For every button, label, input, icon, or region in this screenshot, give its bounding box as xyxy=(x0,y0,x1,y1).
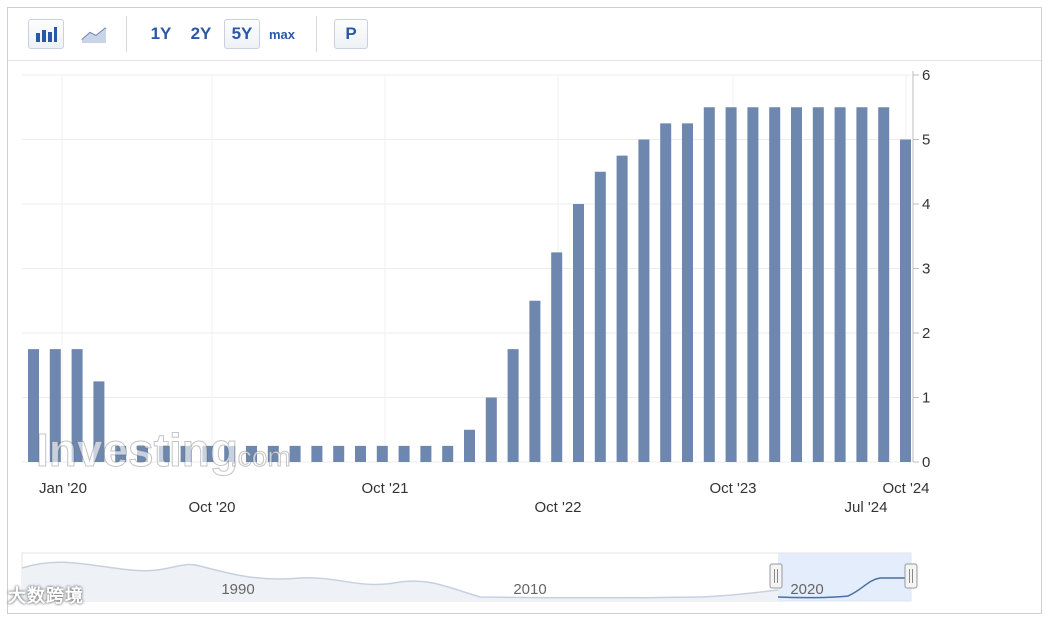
watermark-bottom-text: 大数跨境 xyxy=(8,586,84,606)
bar-series xyxy=(28,107,911,462)
bar xyxy=(747,107,759,462)
x-tick-label: Oct '23 xyxy=(709,480,756,497)
navigator-label: 1990 xyxy=(221,581,254,598)
bar xyxy=(420,445,432,462)
bar xyxy=(791,107,802,462)
range-2y-button[interactable]: 2Y xyxy=(190,24,212,43)
bar xyxy=(180,445,192,462)
bar xyxy=(529,300,541,462)
investing-watermark: Investing .com xyxy=(36,424,292,477)
watermark-logo-suffix: .com xyxy=(230,441,291,472)
line-chart-icon xyxy=(81,27,107,43)
navigator-handle[interactable] xyxy=(904,563,918,589)
bar xyxy=(703,107,715,462)
bar xyxy=(224,445,236,462)
bar xyxy=(769,107,781,462)
p-button[interactable]: P xyxy=(334,19,368,49)
bar xyxy=(93,381,105,462)
bar xyxy=(878,107,890,462)
bar xyxy=(355,445,366,462)
navigator-series-area xyxy=(22,562,778,601)
y-tick-label: 2 xyxy=(922,325,930,342)
y-tick-label: 1 xyxy=(922,390,930,407)
bar xyxy=(507,349,519,462)
bar xyxy=(660,123,672,462)
bar xyxy=(900,139,911,462)
toolbar-separator xyxy=(126,16,127,52)
bar-chart-icon xyxy=(36,27,57,42)
bar xyxy=(137,445,148,462)
y-tick-label: 5 xyxy=(922,132,930,149)
bar xyxy=(333,445,345,462)
bar xyxy=(376,445,388,462)
bar xyxy=(202,445,214,462)
bar xyxy=(856,107,868,462)
navigator-label: 2010 xyxy=(513,581,546,598)
x-tick-label: Oct '22 xyxy=(534,499,581,516)
bar xyxy=(442,445,454,462)
x-tick-label: Oct '21 xyxy=(361,480,408,497)
bottom-watermark: 大数跨境 xyxy=(8,582,84,608)
bar xyxy=(71,349,83,462)
navigator-series-line xyxy=(21,561,779,599)
y-tick-label: 3 xyxy=(922,261,930,278)
y-tick-label: 0 xyxy=(922,454,930,471)
bar xyxy=(616,155,628,462)
x-axis: Jan '20 Oct '21 Oct '23 Oct '24 Oct '20 Oct '… xyxy=(39,480,929,516)
x-tick-label: Oct '24 xyxy=(882,480,929,497)
navigator-handle[interactable] xyxy=(769,563,783,589)
navigator-handle-grip xyxy=(769,563,783,589)
navigator-label: 2020 xyxy=(790,581,823,598)
line-chart-button[interactable] xyxy=(74,19,114,49)
y-axis: 0 1 2 3 4 5 6 xyxy=(912,67,930,471)
y-tick-label: 4 xyxy=(922,196,930,213)
bar xyxy=(49,349,61,462)
bar xyxy=(28,349,39,462)
bar xyxy=(311,445,323,462)
bar xyxy=(398,445,410,462)
range-max-button[interactable]: max xyxy=(268,26,296,42)
navigator-handle-grip xyxy=(904,563,918,589)
bar xyxy=(725,107,737,462)
y-tick-label: 6 xyxy=(922,67,930,84)
watermark-logo-text: Investing xyxy=(36,424,238,476)
bar xyxy=(267,445,279,462)
bar xyxy=(573,204,584,462)
bar xyxy=(158,445,170,462)
x-tick-label: Jan '20 xyxy=(39,480,87,497)
bar xyxy=(638,139,650,462)
range-5y-button[interactable]: 5Y xyxy=(224,19,260,49)
bar xyxy=(246,445,257,462)
bar xyxy=(464,429,475,462)
bar xyxy=(551,252,563,462)
bar xyxy=(485,397,497,462)
chart-frame: 1Y 2Y 5Y max P xyxy=(7,7,1042,614)
x-tick-label: Jul '24 xyxy=(845,499,888,516)
bar xyxy=(812,107,824,462)
navigator[interactable]: 1990 2010 2020 xyxy=(21,552,918,602)
bar xyxy=(594,171,606,462)
bar xyxy=(682,123,693,462)
bar xyxy=(289,445,301,462)
bar xyxy=(834,107,846,462)
x-tick-label: Oct '20 xyxy=(188,499,235,516)
bar-chart-button[interactable] xyxy=(28,19,64,49)
range-1y-button[interactable]: 1Y xyxy=(150,24,172,43)
toolbar-separator xyxy=(316,16,317,52)
bar xyxy=(115,445,127,462)
navigator-selected-range xyxy=(778,553,911,601)
chart-toolbar: 1Y 2Y 5Y max P xyxy=(8,8,1041,61)
navigator-selected-line xyxy=(777,577,911,599)
